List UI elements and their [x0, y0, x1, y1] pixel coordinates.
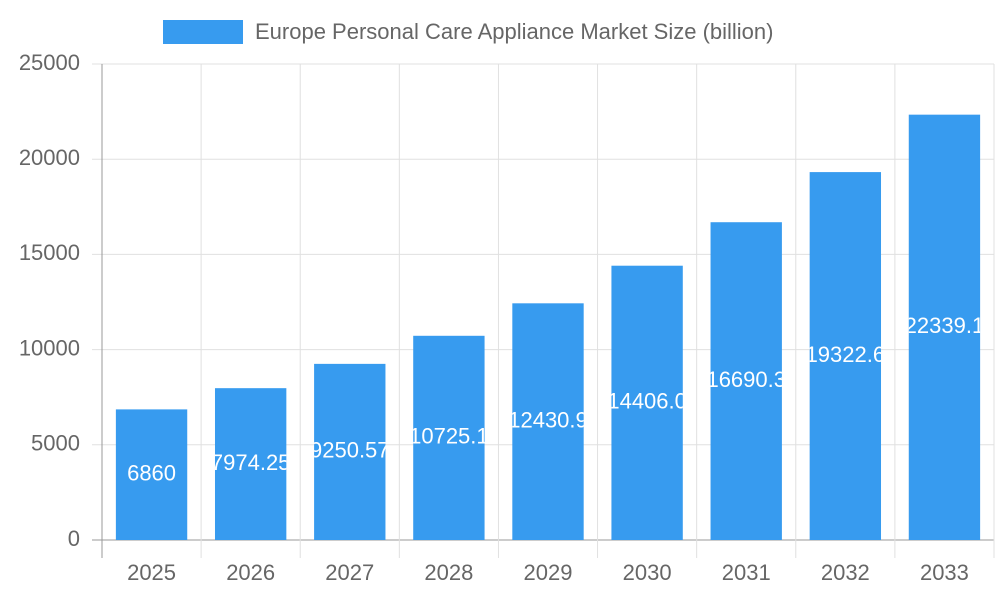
value-label: 16690.3	[706, 367, 786, 392]
bar	[314, 363, 386, 540]
y-tick-label: 15000	[19, 240, 80, 265]
y-tick-label: 25000	[19, 50, 80, 75]
x-tick-label: 2027	[325, 560, 374, 585]
x-tick-label: 2033	[920, 560, 969, 585]
y-tick-label: 5000	[31, 431, 80, 456]
bar	[115, 409, 188, 540]
y-tick-label: 10000	[19, 335, 80, 360]
value-label: 6860	[127, 461, 176, 486]
x-tick-label: 2028	[424, 560, 473, 585]
y-tick-label: 20000	[19, 145, 80, 170]
value-label: 9250.57	[310, 438, 390, 463]
value-label: 7974.25	[211, 450, 291, 475]
value-label: 12430.9	[508, 407, 588, 432]
x-tick-label: 2026	[226, 560, 275, 585]
bar	[413, 335, 485, 540]
bar	[908, 114, 981, 540]
value-label: 19322.6	[806, 342, 886, 367]
x-tick-label: 2031	[722, 560, 771, 585]
x-tick-label: 2025	[127, 560, 176, 585]
bar	[809, 172, 882, 540]
legend-label: Europe Personal Care Appliance Market Si…	[255, 19, 773, 44]
bar	[214, 388, 287, 540]
x-tick-label: 2029	[524, 560, 573, 585]
x-tick-label: 2032	[821, 560, 870, 585]
bar	[710, 222, 782, 541]
value-label: 14406.0	[607, 389, 687, 414]
legend-swatch	[163, 20, 243, 44]
y-tick-label: 0	[68, 526, 80, 551]
x-tick-label: 2030	[623, 560, 672, 585]
bar	[611, 265, 683, 540]
bar	[512, 303, 584, 540]
value-label: 22339.1	[905, 313, 985, 338]
value-label: 10725.1	[409, 424, 489, 449]
